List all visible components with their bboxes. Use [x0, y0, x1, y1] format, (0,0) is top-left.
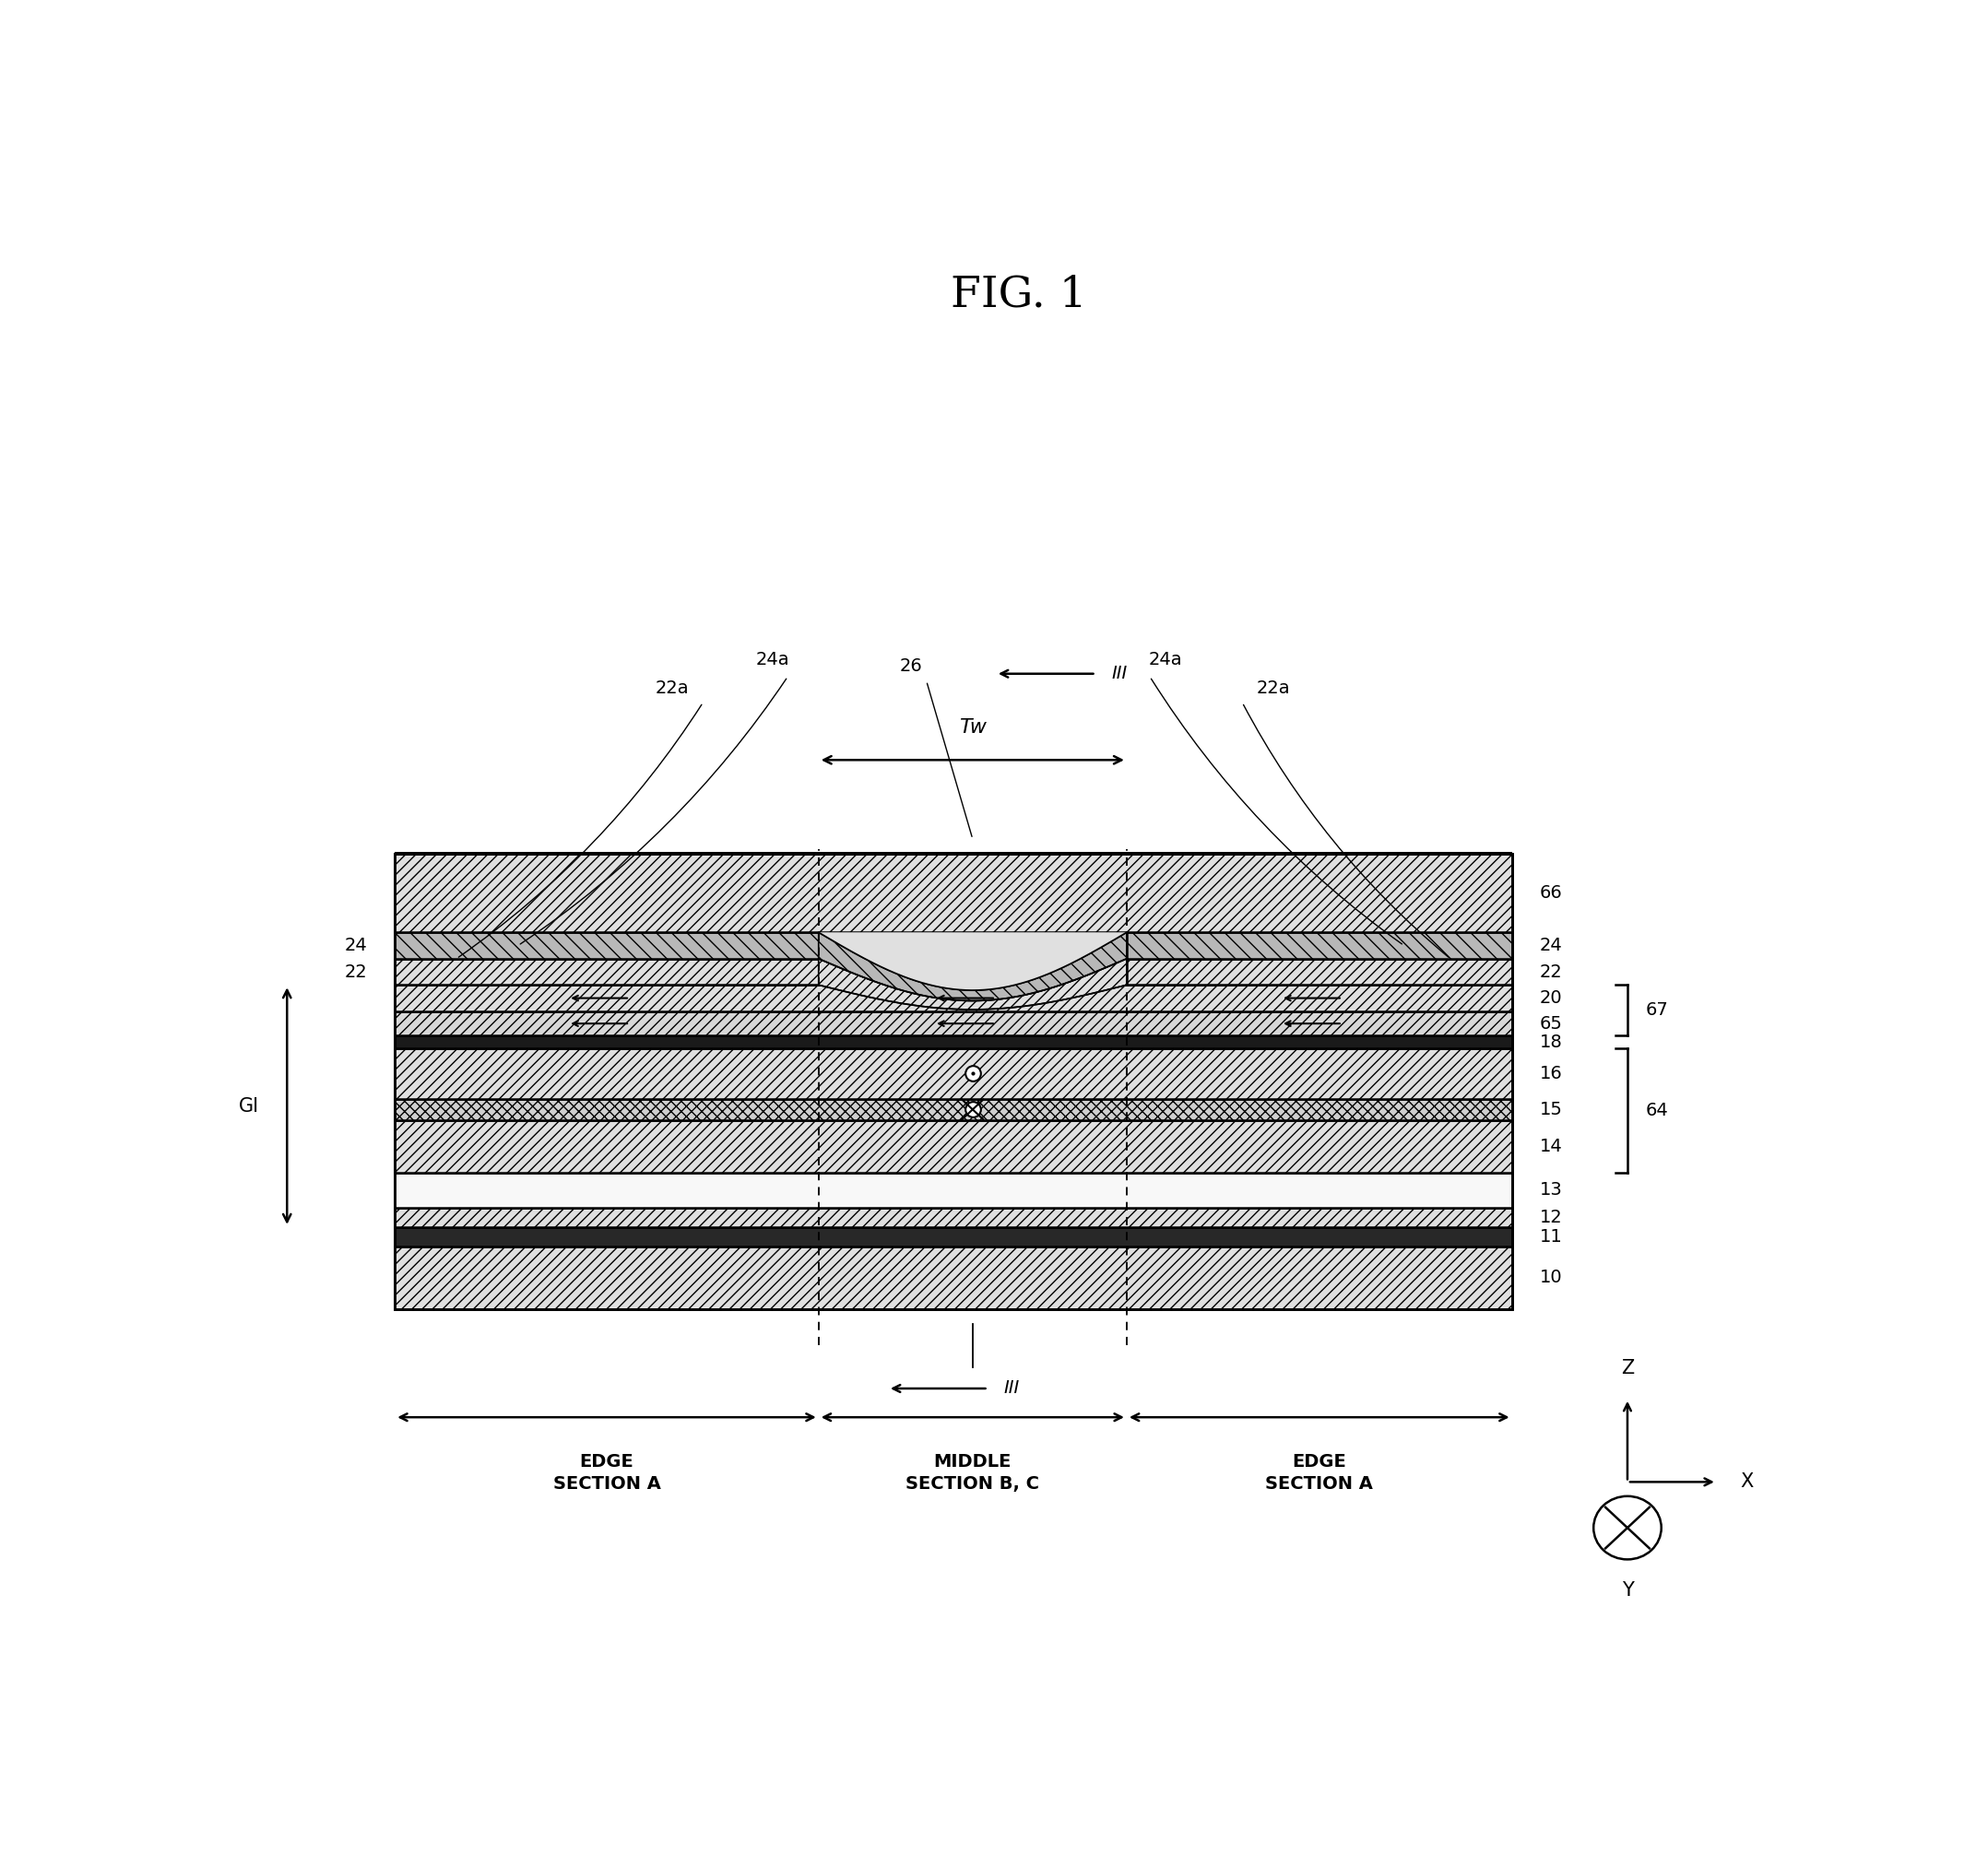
Polygon shape — [819, 958, 1127, 1010]
Text: 14: 14 — [1539, 1137, 1563, 1156]
Text: 22: 22 — [1539, 963, 1563, 980]
Text: Z: Z — [1620, 1359, 1634, 1378]
Text: GI: GI — [239, 1096, 258, 1115]
Text: 10: 10 — [1539, 1270, 1563, 1286]
Polygon shape — [396, 1036, 1511, 1047]
Polygon shape — [819, 932, 1127, 1001]
Text: 26: 26 — [901, 657, 922, 676]
Text: 67: 67 — [1646, 1001, 1668, 1019]
Polygon shape — [396, 1012, 1511, 1036]
Text: 11: 11 — [1539, 1228, 1563, 1245]
Text: 12: 12 — [1539, 1208, 1563, 1227]
Text: EDGE
SECTION A: EDGE SECTION A — [1266, 1453, 1374, 1492]
Text: 16: 16 — [1539, 1064, 1563, 1083]
Polygon shape — [396, 986, 1511, 1012]
Text: 15: 15 — [1539, 1102, 1563, 1118]
Text: 24: 24 — [1539, 937, 1563, 954]
Polygon shape — [396, 853, 1511, 932]
Text: III: III — [1004, 1380, 1020, 1397]
Text: III: III — [1111, 665, 1127, 683]
Text: 66: 66 — [1539, 885, 1563, 902]
Text: 24a: 24a — [755, 650, 789, 668]
Text: MIDDLE
SECTION B, C: MIDDLE SECTION B, C — [907, 1453, 1040, 1492]
Text: 22: 22 — [344, 963, 368, 980]
Polygon shape — [396, 958, 819, 986]
Polygon shape — [396, 1227, 1511, 1247]
Polygon shape — [396, 1120, 1511, 1172]
Polygon shape — [396, 1100, 1511, 1120]
Text: 20: 20 — [1539, 990, 1563, 1006]
Text: 64: 64 — [1646, 1102, 1668, 1118]
Polygon shape — [396, 1247, 1511, 1309]
Polygon shape — [1127, 958, 1511, 986]
Polygon shape — [396, 1047, 1511, 1100]
Text: 22a: 22a — [1256, 680, 1290, 696]
Text: FIG. 1: FIG. 1 — [950, 274, 1087, 316]
Polygon shape — [396, 1208, 1511, 1227]
Text: 13: 13 — [1539, 1182, 1563, 1199]
Text: 24a: 24a — [1149, 650, 1183, 668]
Polygon shape — [1127, 932, 1511, 958]
Text: 18: 18 — [1539, 1032, 1563, 1051]
Polygon shape — [396, 1172, 1511, 1208]
Text: Y: Y — [1622, 1581, 1634, 1600]
Text: 24: 24 — [344, 937, 368, 954]
Text: 22a: 22a — [656, 680, 690, 696]
Text: 65: 65 — [1539, 1016, 1563, 1032]
Text: Tw: Tw — [958, 719, 986, 737]
Text: EDGE
SECTION A: EDGE SECTION A — [553, 1453, 660, 1492]
Text: X: X — [1740, 1473, 1753, 1492]
Polygon shape — [819, 932, 1127, 990]
Polygon shape — [396, 932, 819, 958]
